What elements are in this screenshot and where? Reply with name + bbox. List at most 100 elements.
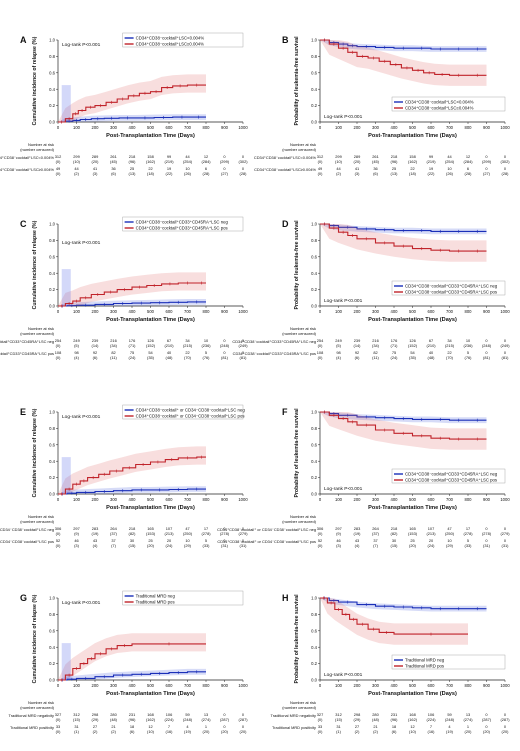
y-tick-label: 0.4 <box>49 459 55 464</box>
risk-count: 312 <box>73 712 80 717</box>
risk-count: 36 <box>111 166 115 171</box>
risk-count: 67 <box>167 338 171 343</box>
risk-censored: (248) <box>220 343 230 348</box>
x-tick-label: 0 <box>319 683 322 688</box>
risk-censored: (299) <box>482 159 492 164</box>
y-tick-label: 0.0 <box>311 304 317 309</box>
x-tick-label: 900 <box>221 497 229 502</box>
risk-censored: (13) <box>391 171 399 176</box>
panel-g: G Cumulative incidence of relapse (%) 0.00… <box>9 590 248 734</box>
risk-censored: (9) <box>74 531 79 536</box>
x-tick-label: 500 <box>409 683 417 688</box>
x-tick-label: 900 <box>483 683 491 688</box>
risk-row-label: Traditional MRD positivity <box>10 725 54 730</box>
risk-censored: (28) <box>240 171 248 176</box>
risk-censored: (0) <box>318 531 323 536</box>
risk-count: 19 <box>429 166 433 171</box>
legend-label: CD34⁺CD38⁻cocktail⁺LSC<0.004% <box>405 100 474 105</box>
x-tick-label: 600 <box>428 497 436 502</box>
y-tick-label: 0.0 <box>311 120 317 125</box>
risk-count: 12 <box>466 154 470 159</box>
risk-censored: (0) <box>318 543 323 548</box>
x-tick-label: 0 <box>319 497 322 502</box>
risk-count: 0 <box>504 154 507 159</box>
x-tick-label: 200 <box>92 683 100 688</box>
risk-censored: (279) <box>500 531 510 536</box>
y-tick-label: 0.0 <box>49 120 55 125</box>
risk-count: 25 <box>130 166 134 171</box>
ci-band-pos <box>58 446 206 494</box>
curve-neg <box>320 223 487 232</box>
x-tick-label: 300 <box>110 497 118 502</box>
risk-count: 289 <box>92 154 99 159</box>
logrank-p: Log-rank P<0.001 <box>324 672 363 678</box>
risk-censored: (11) <box>372 355 379 360</box>
ci-spike <box>61 457 71 494</box>
risk-censored: (48) <box>372 717 380 722</box>
y-tick-label: 1.0 <box>311 410 317 415</box>
y-tick-label: 0.2 <box>49 475 55 480</box>
risk-censored: (18) <box>147 171 155 176</box>
risk-censored: (2) <box>111 729 116 734</box>
risk-count: 21 <box>373 724 377 729</box>
x-axis-label: Post-Transplantation Time (Days) <box>106 505 195 511</box>
x-tick-label: 1000 <box>238 125 248 130</box>
curve-pos <box>320 223 487 252</box>
risk-count: 12 <box>204 154 208 159</box>
y-tick-label: 0.6 <box>311 628 317 633</box>
risk-censored: (0) <box>56 543 61 548</box>
risk-table-title: Number at risk <box>290 514 316 519</box>
y-tick-label: 0.2 <box>311 103 317 108</box>
risk-count: 18 <box>130 724 134 729</box>
ci-band-pos <box>320 224 487 262</box>
risk-count: 218 <box>129 154 136 159</box>
risk-count: 264 <box>372 526 379 531</box>
risk-count: 0 <box>242 338 245 343</box>
risk-row-label: CD34⁺CD38⁻cocktail⁺LSC≥0.004% <box>0 167 55 172</box>
risk-censored: (20) <box>240 729 248 734</box>
risk-censored: (302) <box>238 159 248 164</box>
risk-count: 264 <box>110 526 117 531</box>
y-tick-label: 0.6 <box>311 254 317 259</box>
x-tick-label: 800 <box>203 125 211 130</box>
risk-censored: (96) <box>391 717 399 722</box>
y-tick-label: 0.6 <box>49 442 55 447</box>
risk-count: 108 <box>55 350 62 355</box>
risk-count: 31 <box>74 724 78 729</box>
risk-censored: (274) <box>463 717 473 722</box>
x-tick-label: 600 <box>166 683 174 688</box>
risk-censored: (14) <box>354 343 362 348</box>
x-tick-label: 300 <box>372 683 380 688</box>
x-tick-label: 1000 <box>238 309 248 314</box>
risk-count: 298 <box>92 712 99 717</box>
risk-table-title: (number censored) <box>282 147 316 152</box>
risk-count: 176 <box>129 338 136 343</box>
panel-letter: C <box>20 219 27 229</box>
x-axis-label: Post-Transplantation Time (Days) <box>368 691 457 697</box>
risk-censored: (33) <box>203 543 211 548</box>
risk-count: 40 <box>429 350 434 355</box>
y-tick-label: 0.2 <box>311 661 317 666</box>
risk-row-label: Traditional MRD negativity <box>9 713 55 718</box>
risk-count: 44 <box>447 154 452 159</box>
risk-count: 10 <box>204 338 209 343</box>
risk-count: 82 <box>111 350 115 355</box>
risk-count: 5 <box>205 538 207 543</box>
risk-table-title: (number censored) <box>282 705 316 710</box>
risk-censored: (96) <box>129 159 137 164</box>
y-axis-label: Cumulative incidence of relapse (%) <box>32 594 38 683</box>
risk-count: 0 <box>504 712 507 717</box>
risk-censored: (215) <box>183 343 193 348</box>
risk-censored: (278) <box>201 531 211 536</box>
risk-censored: (96) <box>391 159 399 164</box>
risk-censored: (29) <box>184 543 192 548</box>
curve-pos <box>320 411 487 440</box>
x-tick-label: 700 <box>184 125 192 130</box>
x-tick-label: 900 <box>483 309 491 314</box>
risk-censored: (81) <box>483 355 491 360</box>
risk-count: 312 <box>55 154 62 159</box>
x-axis-label: Post-Transplantation Time (Days) <box>368 505 457 511</box>
risk-count: 6 <box>467 166 469 171</box>
risk-count: 44 <box>336 166 341 171</box>
